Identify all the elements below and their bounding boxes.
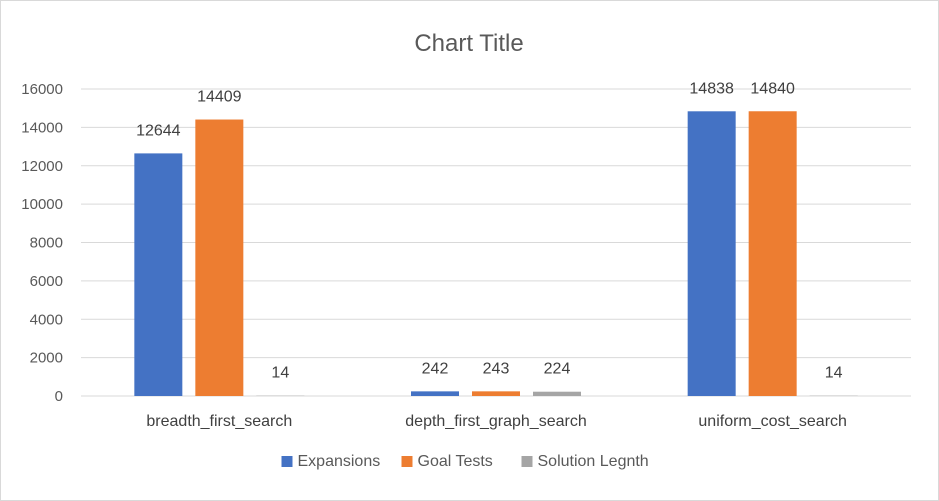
y-tick-label: 16000 — [21, 81, 63, 98]
y-tick-label: 2000 — [30, 350, 63, 367]
x-category-label: depth_first_graph_search — [405, 413, 586, 430]
legend-label: Expansions — [298, 453, 381, 470]
legend-label: Goal Tests — [418, 453, 493, 470]
bar — [748, 111, 797, 396]
y-axis-tick-labels: 0 2000 4000 6000 8000 10000 12000 14000 16000 — [21, 81, 63, 405]
legend-swatch — [521, 456, 533, 467]
legend-swatch — [401, 456, 413, 467]
y-tick-label: 10000 — [21, 196, 63, 213]
legend-item: Expansions — [281, 453, 381, 470]
y-tick-label: 0 — [55, 388, 63, 405]
data-label: 14 — [271, 365, 289, 382]
bars — [134, 111, 858, 397]
y-tick-label: 8000 — [30, 235, 63, 252]
x-axis-category-labels: breadth_first_search depth_first_graph_se… — [146, 413, 847, 430]
bar — [411, 391, 459, 396]
data-label: 12644 — [136, 122, 181, 139]
bar — [195, 119, 244, 396]
bar — [687, 111, 736, 397]
data-label: 14 — [825, 365, 843, 382]
legend-item: Goal Tests — [401, 453, 493, 470]
chart-title: Chart Title — [414, 30, 523, 57]
x-category-label: breadth_first_search — [146, 413, 292, 430]
y-tick-label: 14000 — [21, 119, 63, 136]
y-tick-label: 6000 — [30, 273, 63, 290]
legend-swatch — [281, 456, 293, 467]
bar — [533, 391, 581, 396]
y-tick-label: 12000 — [21, 158, 63, 175]
y-tick-label: 4000 — [30, 311, 63, 328]
data-label: 242 — [422, 360, 449, 377]
data-label: 14409 — [197, 89, 242, 106]
x-category-label: uniform_cost_search — [698, 413, 847, 430]
legend: Expansions Goal Tests Solution Legnth — [281, 453, 649, 470]
bar — [472, 391, 520, 396]
legend-item: Solution Legnth — [521, 453, 649, 470]
bar — [134, 153, 183, 396]
data-label: 14838 — [689, 80, 734, 97]
data-label: 224 — [544, 361, 571, 378]
data-labels: 12644 14409 14 242 243 224 14838 14840 14 — [136, 80, 843, 381]
data-label: 14840 — [750, 80, 795, 97]
legend-label: Solution Legnth — [538, 453, 649, 470]
data-label: 243 — [483, 360, 510, 377]
